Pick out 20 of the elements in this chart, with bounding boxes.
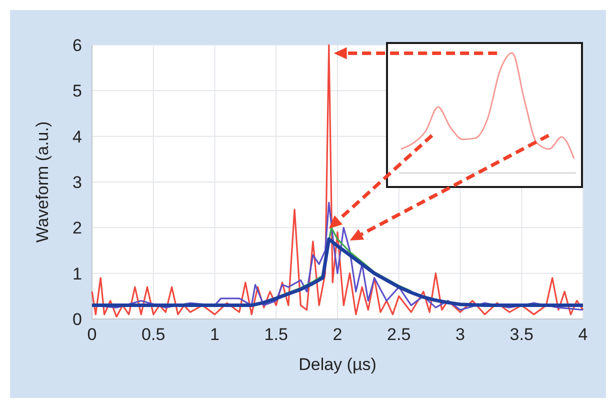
x-tick-label: 2 — [332, 325, 342, 344]
y-tick-label: 4 — [72, 127, 82, 146]
y-tick-label: 6 — [72, 36, 82, 55]
line-series — [90, 237, 585, 308]
x-tick-label: 1 — [210, 325, 220, 344]
x-axis-title: Delay (µs) — [298, 355, 376, 374]
y-axis-title: Waveform (a.u.) — [33, 121, 52, 243]
y-tick-label: 0 — [72, 310, 82, 329]
x-tick-label: 2.5 — [387, 325, 411, 344]
x-tick-label: 1.5 — [264, 325, 288, 344]
x-tick-label: 0 — [87, 325, 97, 344]
x-tick-label: 3.5 — [510, 325, 534, 344]
x-tick-label: 0.5 — [142, 325, 166, 344]
x-tick-label: 3 — [456, 325, 465, 344]
y-tick-label: 5 — [72, 82, 82, 101]
y-tick-label: 1 — [72, 264, 82, 284]
y-tick-label: 2 — [72, 218, 82, 238]
y-tick-label: 3 — [72, 173, 82, 192]
line-series — [91, 44, 584, 318]
x-tick-label: 4 — [578, 325, 588, 344]
